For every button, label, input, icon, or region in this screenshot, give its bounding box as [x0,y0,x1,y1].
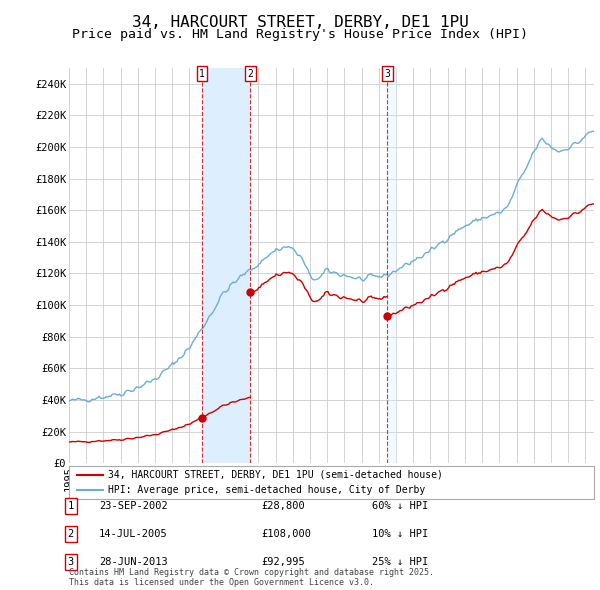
Text: 14-JUL-2005: 14-JUL-2005 [99,529,168,539]
Text: £108,000: £108,000 [261,529,311,539]
Text: 60% ↓ HPI: 60% ↓ HPI [372,502,428,511]
Text: 10% ↓ HPI: 10% ↓ HPI [372,529,428,539]
Bar [202,68,250,463]
Text: Contains HM Land Registry data © Crown copyright and database right 2025.
This d: Contains HM Land Registry data © Crown c… [69,568,434,587]
Text: 34, HARCOURT STREET, DERBY, DE1 1PU (semi-detached house): 34, HARCOURT STREET, DERBY, DE1 1PU (sem… [109,470,443,480]
Text: 2: 2 [247,69,253,79]
Text: 3: 3 [385,69,390,79]
Text: 1: 1 [199,69,205,79]
Text: 34, HARCOURT STREET, DERBY, DE1 1PU: 34, HARCOURT STREET, DERBY, DE1 1PU [131,15,469,30]
Text: 25% ↓ HPI: 25% ↓ HPI [372,557,428,566]
Text: Price paid vs. HM Land Registry's House Price Index (HPI): Price paid vs. HM Land Registry's House … [72,28,528,41]
Text: 23-SEP-2002: 23-SEP-2002 [99,502,168,511]
Text: 1: 1 [68,502,74,511]
Text: £28,800: £28,800 [261,502,305,511]
Text: £92,995: £92,995 [261,557,305,566]
Text: 3: 3 [68,557,74,566]
Text: HPI: Average price, semi-detached house, City of Derby: HPI: Average price, semi-detached house,… [109,485,425,495]
Text: 28-JUN-2013: 28-JUN-2013 [99,557,168,566]
Bar [387,68,396,463]
Text: 2: 2 [68,529,74,539]
